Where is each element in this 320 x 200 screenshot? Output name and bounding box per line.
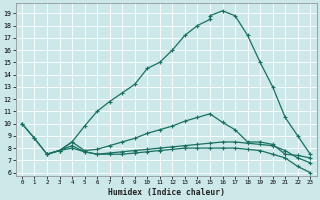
X-axis label: Humidex (Indice chaleur): Humidex (Indice chaleur)	[108, 188, 225, 197]
